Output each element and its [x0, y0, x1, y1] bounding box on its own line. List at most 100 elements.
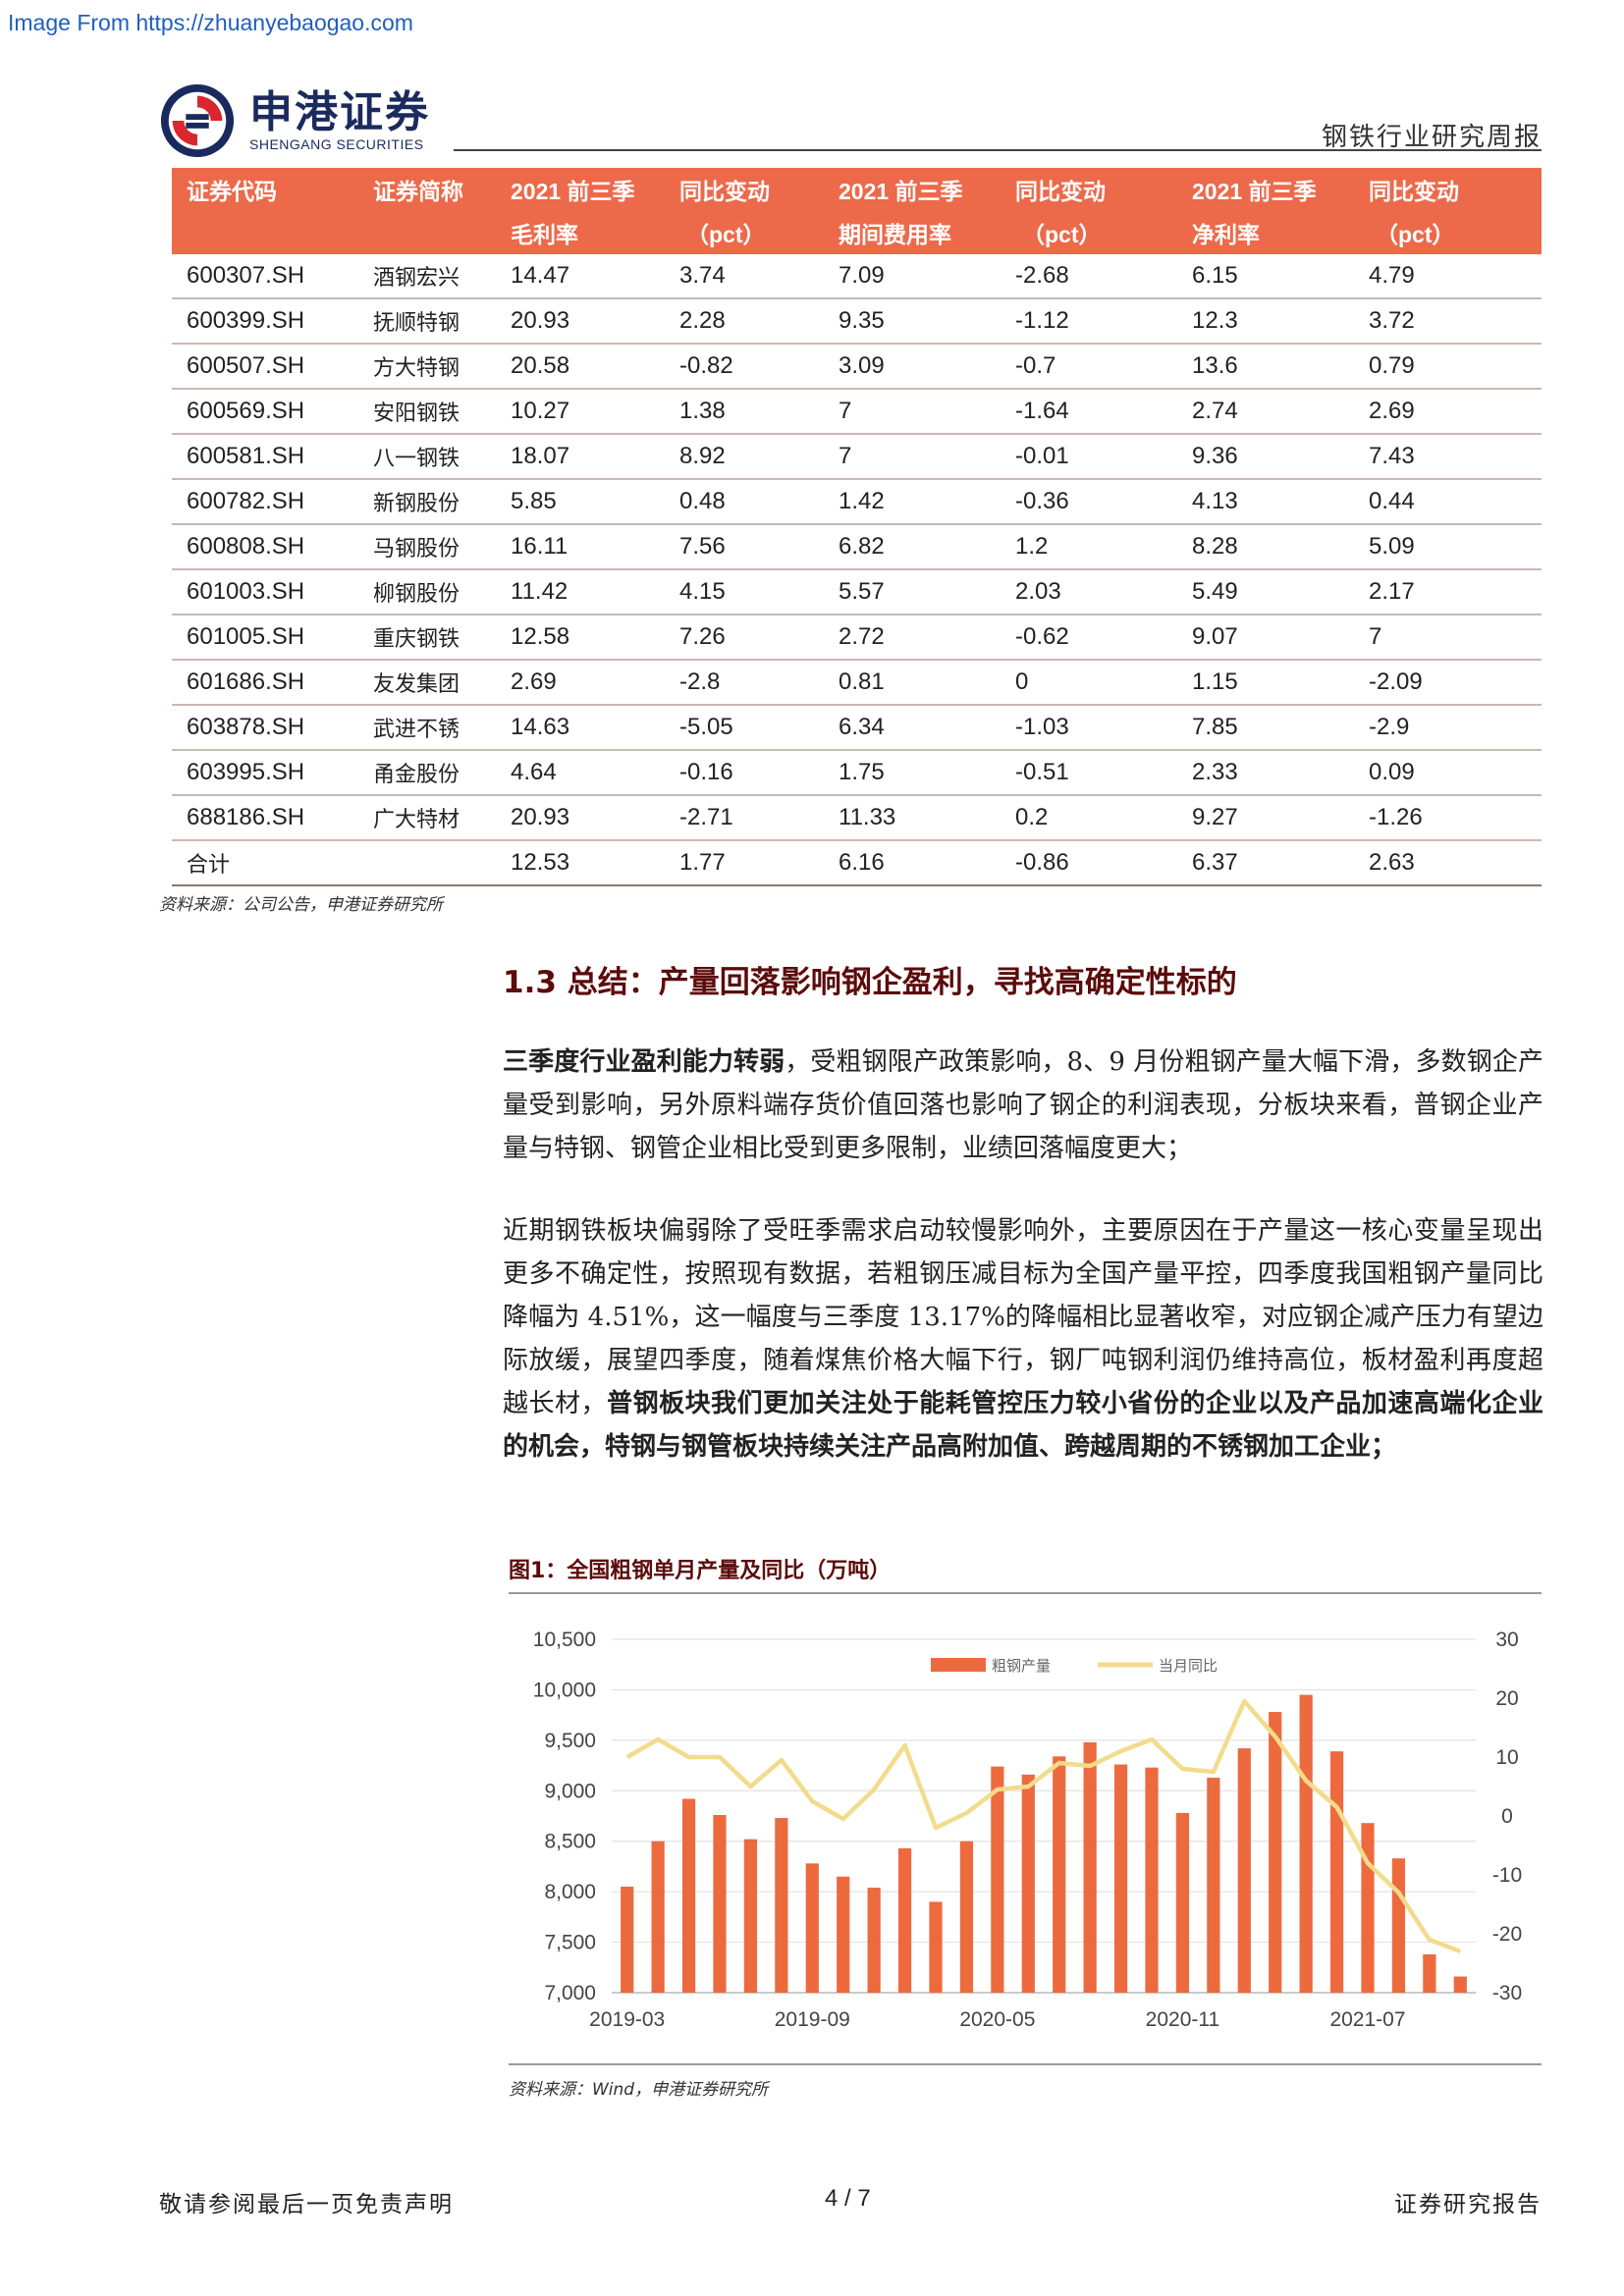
table-cell: 9.07 [1177, 614, 1354, 661]
table-cell: 3.74 [665, 254, 824, 299]
table-cell: 20.93 [496, 795, 665, 841]
table-cell: 新钢股份 [358, 479, 496, 525]
y-left-tick-label: 9,500 [544, 1730, 596, 1752]
table-cell: 6.15 [1177, 254, 1354, 299]
table-header-cell: 同比变动 [1001, 168, 1177, 211]
bar-crude-steel-output [651, 1841, 665, 1993]
x-tick-label: 2020-11 [1146, 2008, 1220, 2031]
table-row: 601005.SH 重庆钢铁 12.58 7.26 2.72 -0.62 9.07 7 [172, 614, 1542, 661]
y-left-tick-label: 7,500 [544, 1932, 596, 1954]
table-cell: -2.9 [1354, 705, 1542, 751]
table-row: 600307.SH 酒钢宏兴 14.47 3.74 7.09 -2.68 6.15 4.79 [172, 254, 1542, 299]
table-cell: 1.75 [824, 750, 1001, 796]
brand-name-cn: 申港证券 [249, 87, 430, 137]
table-cell: 5.49 [1177, 569, 1354, 615]
table-cell: -0.51 [1001, 750, 1177, 796]
table-header-cell: （pct） [1001, 211, 1177, 254]
table-cell: 7.26 [665, 614, 824, 661]
financial-table: 证券代码 证券简称 2021 前三季 同比变动 2021 前三季 同比变动 2021 前三季… [172, 168, 1542, 886]
y-right-tick-label: 20 [1495, 1687, 1518, 1710]
table-row: 600782.SH 新钢股份 5.85 0.48 1.42 -0.36 4.13 0.44 [172, 479, 1542, 525]
bar-crude-steel-output [867, 1888, 881, 1993]
table-cell: 0.48 [665, 479, 824, 525]
table-cell: 马钢股份 [358, 524, 496, 570]
brand-name-en: SHENGANG SECURITIES [249, 136, 424, 152]
table-cell: 601005.SH [172, 614, 358, 661]
table-cell: 4.79 [1354, 254, 1542, 299]
bar-crude-steel-output [1207, 1777, 1220, 1993]
table-source: 资料来源：公司公告，申港证券研究所 [159, 895, 443, 915]
table-cell: 6.34 [824, 705, 1001, 751]
table-cell: 广大特材 [358, 795, 496, 841]
table-cell: 600808.SH [172, 524, 358, 570]
table-cell: -1.03 [1001, 705, 1177, 751]
table-header-cell: 证券简称 [358, 168, 496, 211]
table-cell: 14.63 [496, 705, 665, 751]
table-cell: 601003.SH [172, 569, 358, 615]
bar-crude-steel-output [681, 1798, 696, 1993]
bar-crude-steel-output [1423, 1953, 1436, 1993]
table-cell: -0.16 [665, 750, 824, 796]
report-type: 钢铁行业研究周报 [1321, 123, 1542, 152]
table-cell: 0.44 [1354, 479, 1542, 525]
table-header-cell [172, 211, 358, 254]
table-header-row: 毛利率 （pct） 期间费用率 （pct） 净利率 （pct） [172, 211, 1542, 254]
y-right-tick-label: -10 [1492, 1864, 1522, 1887]
table-row: 603878.SH 武进不锈 14.63 -5.05 6.34 -1.03 7.85 -2.9 [172, 705, 1542, 751]
legend-label-line: 当月同比 [1159, 1657, 1218, 1675]
watermark-url: Image From https://zhuanyebaogao.com [8, 10, 413, 35]
table-header-cell: 同比变动 [1354, 168, 1542, 211]
y-right-tick-label: -30 [1492, 1982, 1522, 2004]
table-cell: 9.27 [1177, 795, 1354, 841]
table-cell: 20.93 [496, 298, 665, 345]
table-cell: 14.47 [496, 254, 665, 299]
x-tick-label: 2019-09 [775, 2008, 850, 2031]
brand-logo: 申港证券 SHENGANG SECURITIES [159, 82, 430, 159]
table-cell: 2.72 [824, 614, 1001, 661]
table-row: 603995.SH 甬金股份 4.64 -0.16 1.75 -0.51 2.33 0.09 [172, 750, 1542, 796]
table-header-cell: 净利率 [1177, 211, 1354, 254]
table-cell: 600399.SH [172, 298, 358, 345]
table-cell: 2.63 [1354, 840, 1542, 886]
bar-crude-steel-output [1083, 1741, 1097, 1993]
table-header-row: 证券代码 证券简称 2021 前三季 同比变动 2021 前三季 同比变动 2021 前三季… [172, 168, 1542, 211]
table-header-cell: 同比变动 [665, 168, 824, 211]
table-cell: 600782.SH [172, 479, 358, 525]
table-cell: 3.09 [824, 344, 1001, 390]
bar-crude-steel-output [1145, 1767, 1159, 1993]
table-cell: 0 [1001, 660, 1177, 706]
table-cell: 7 [824, 434, 1001, 480]
y-right-tick-label: -20 [1492, 1923, 1522, 1946]
table-cell: 2.17 [1354, 569, 1542, 615]
paragraph-2-body: 近期钢铁板块偏弱除了受旺季需求启动较慢影响外，主要原因在于产量这一核心变量呈现出… [503, 1216, 1543, 1418]
table-header-cell: 证券代码 [172, 168, 358, 211]
table-cell: 7 [1354, 614, 1542, 661]
table-cell: -1.12 [1001, 298, 1177, 345]
table-cell: 八一钢铁 [358, 434, 496, 480]
table-cell: 18.07 [496, 434, 665, 480]
table-cell: 0.09 [1354, 750, 1542, 796]
bar-crude-steel-output [837, 1876, 850, 1993]
y-left-tick-label: 9,000 [544, 1780, 596, 1802]
section-title: 1.3 总结：产量回落影响钢企盈利，寻找高确定性标的 [503, 965, 1237, 1000]
line-yoy-change [625, 1698, 1462, 1954]
table-row: 600507.SH 方大特钢 20.58 -0.82 3.09 -0.7 13.6 0.79 [172, 344, 1542, 390]
table-cell: 柳钢股份 [358, 569, 496, 615]
table-cell: -0.36 [1001, 479, 1177, 525]
bar-crude-steel-output [959, 1841, 974, 1993]
table-cell: 酒钢宏兴 [358, 254, 496, 299]
table-cell: 9.36 [1177, 434, 1354, 480]
y-left-tick-label: 8,500 [544, 1831, 596, 1853]
bar-crude-steel-output [1175, 1812, 1190, 1993]
table-cell: 13.6 [1177, 344, 1354, 390]
bar-crude-steel-output [1021, 1774, 1035, 1993]
table-cell: 6.16 [824, 840, 1001, 886]
paragraph-2-emphasis: 普钢板块我们更加关注处于能耗管控压力较小省份的企业以及产品加速高端化企业的机会，… [503, 1389, 1543, 1462]
bar-crude-steel-output [1361, 1823, 1375, 1993]
table-cell: 0.81 [824, 660, 1001, 706]
bar-crude-steel-output [1453, 1976, 1467, 1993]
bar-crude-steel-output [897, 1847, 912, 1993]
table-cell: 600581.SH [172, 434, 358, 480]
table-cell: 5.85 [496, 479, 665, 525]
bar-crude-steel-output [1299, 1694, 1313, 1993]
